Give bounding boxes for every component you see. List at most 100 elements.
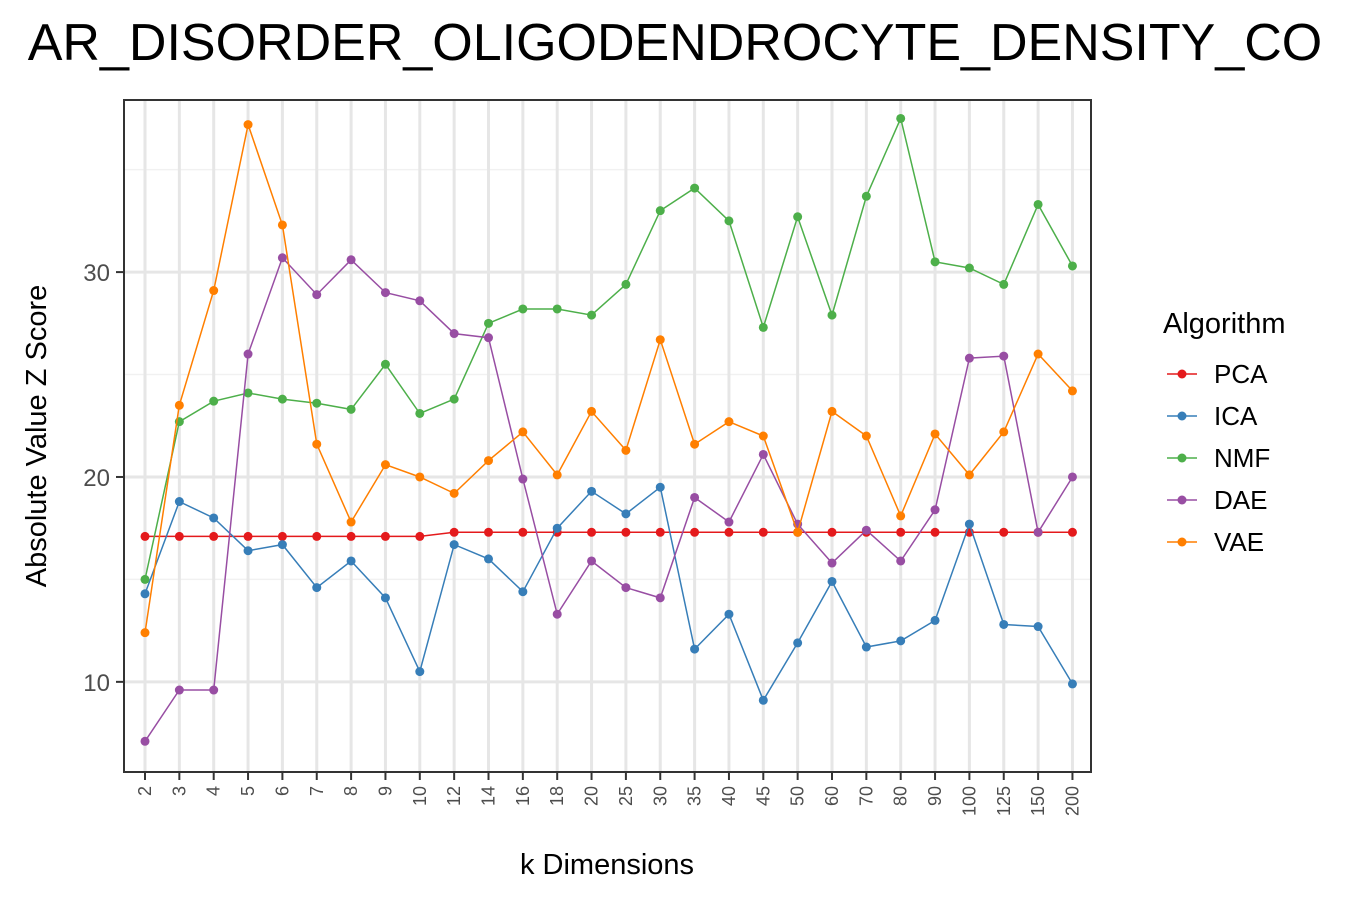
data-point-nmf [724, 216, 734, 226]
data-point-vae [140, 628, 150, 638]
data-point-vae [1067, 386, 1077, 396]
x-tick-label: 10 [410, 786, 430, 806]
x-tick-label: 50 [788, 786, 808, 806]
series-line-dae [144, 256, 1074, 742]
data-point-ica [587, 486, 597, 496]
data-point-vae [655, 335, 665, 345]
data-point-nmf [587, 310, 597, 320]
x-tick-label: 125 [994, 786, 1014, 816]
data-point-ica [861, 642, 871, 652]
data-point-pca [1067, 527, 1077, 537]
data-point-vae [861, 431, 871, 441]
data-point-pca [209, 531, 219, 541]
data-point-ica [758, 695, 768, 705]
data-point-pca [380, 531, 390, 541]
legend-key-point [1177, 453, 1187, 463]
x-tick-label: 25 [616, 786, 636, 806]
data-point-vae [724, 417, 734, 427]
legend-key-point [1177, 369, 1187, 379]
data-point-nmf [827, 310, 837, 320]
series-line-ica [144, 485, 1074, 702]
legend-label: VAE [1214, 527, 1264, 557]
x-tick-label: 60 [822, 786, 842, 806]
x-tick-label: 12 [444, 786, 464, 806]
data-point-pca [140, 531, 150, 541]
x-tick-label: 30 [650, 786, 670, 806]
data-point-vae [277, 220, 287, 230]
legend-item-pca: PCA [1167, 359, 1268, 389]
data-point-vae [243, 120, 253, 130]
data-point-dae [964, 353, 974, 363]
data-point-vae [690, 439, 700, 449]
data-point-pca [999, 527, 1009, 537]
data-point-vae [587, 406, 597, 416]
legend-item-vae: VAE [1167, 527, 1264, 557]
data-point-ica [964, 519, 974, 529]
data-point-vae [896, 511, 906, 521]
x-tick-label: 4 [204, 786, 224, 796]
x-tick-label: 150 [1028, 786, 1048, 816]
data-point-vae [827, 406, 837, 416]
data-point-pca [277, 531, 287, 541]
data-point-dae [690, 492, 700, 502]
data-point-dae [896, 556, 906, 566]
data-point-nmf [1033, 199, 1043, 209]
data-point-nmf [621, 279, 631, 289]
data-point-vae [552, 470, 562, 480]
legend-key-point [1177, 537, 1187, 547]
data-point-ica [930, 615, 940, 625]
data-point-nmf [346, 404, 356, 414]
data-point-nmf [209, 396, 219, 406]
data-point-dae [346, 255, 356, 265]
x-tick-label: 200 [1062, 786, 1082, 816]
x-tick-label: 2 [135, 786, 155, 796]
x-tick-label: 40 [719, 786, 739, 806]
series-line-pca [145, 531, 1073, 538]
series-nmf [140, 113, 1077, 584]
data-point-ica [346, 556, 356, 566]
x-tick-label: 100 [959, 786, 979, 816]
x-tick-label: 6 [272, 786, 292, 796]
data-point-pca [174, 531, 184, 541]
x-tick-label: 90 [925, 786, 945, 806]
data-point-vae [964, 470, 974, 480]
series-pca [140, 527, 1077, 541]
series-line-nmf [144, 116, 1074, 580]
data-point-pca [724, 527, 734, 537]
data-point-nmf [415, 408, 425, 418]
data-point-nmf [449, 394, 459, 404]
legend-key-point [1177, 495, 1187, 505]
y-tick-label: 10 [83, 670, 110, 697]
data-point-ica [449, 540, 459, 550]
data-point-vae [415, 472, 425, 482]
data-point-vae [174, 400, 184, 410]
legend-item-nmf: NMF [1167, 443, 1270, 473]
x-axis-title: k Dimensions [520, 849, 694, 881]
data-point-dae [827, 558, 837, 568]
data-point-dae [277, 253, 287, 263]
data-point-vae [930, 429, 940, 439]
data-point-ica [174, 497, 184, 507]
data-point-nmf [1067, 261, 1077, 271]
x-tick-label: 16 [513, 786, 533, 806]
data-point-vae [758, 431, 768, 441]
data-point-ica [140, 589, 150, 599]
data-point-vae [312, 439, 322, 449]
data-point-dae [1067, 472, 1077, 482]
data-point-ica [621, 509, 631, 519]
series-line-vae [144, 121, 1074, 633]
grid-lines [124, 100, 1091, 772]
legend: Algorithm PCA ICA NMF DAE VAE [1163, 308, 1286, 557]
data-point-nmf [964, 263, 974, 273]
data-point-ica [896, 636, 906, 646]
legend-label: PCA [1214, 359, 1268, 389]
data-point-dae [587, 556, 597, 566]
data-point-pca [346, 531, 356, 541]
legend-title: Algorithm [1163, 308, 1286, 340]
legend-label: NMF [1214, 443, 1270, 473]
data-point-dae [930, 505, 940, 515]
data-point-nmf [793, 212, 803, 222]
data-point-vae [1033, 349, 1043, 359]
data-point-vae [346, 517, 356, 527]
